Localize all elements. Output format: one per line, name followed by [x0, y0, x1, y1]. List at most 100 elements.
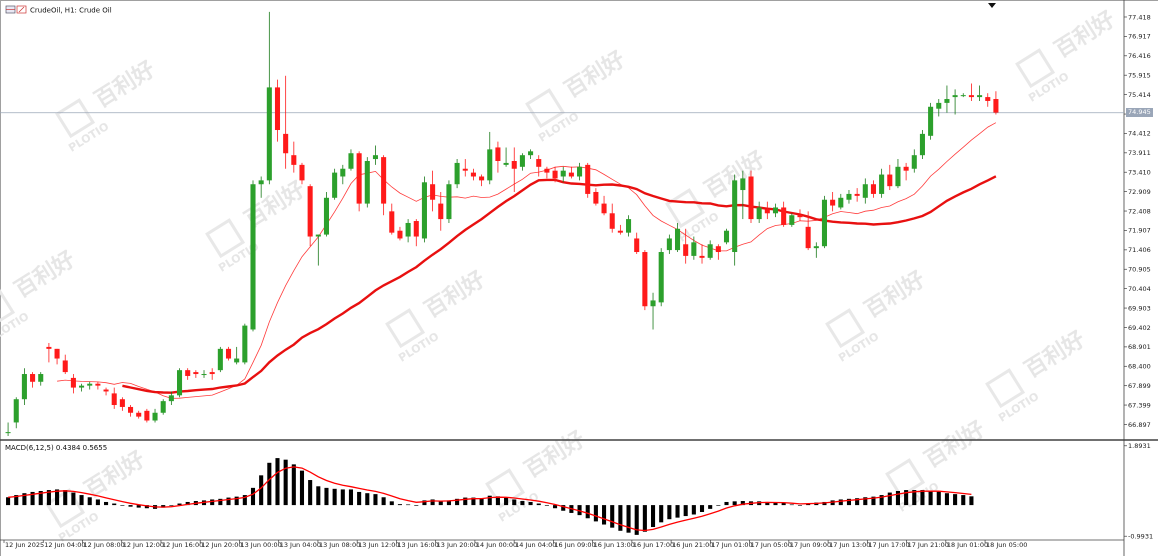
price-tick-label: 68.901 [1128, 343, 1151, 351]
candle-body [258, 180, 264, 185]
time-tick-label: 12 Jun 12:00 [123, 541, 164, 549]
candle [193, 370, 199, 378]
watermark-text: 百利好 [1050, 6, 1120, 63]
macd-bar [504, 497, 509, 506]
candle-body [650, 300, 656, 307]
macd-panel[interactable]: MACD(6,12,5) 0.4384 0.5655 1.8931 -0.9931 [5, 442, 1153, 540]
candle-body [340, 168, 346, 177]
macd-bar [708, 505, 713, 509]
candle-body [79, 385, 85, 388]
candle-body [764, 209, 770, 214]
candle-body [201, 374, 207, 376]
candle [577, 162, 583, 181]
macd-bar [365, 493, 370, 506]
candle [650, 292, 656, 330]
candle-body [944, 99, 950, 103]
candle [699, 244, 705, 264]
macd-bar [161, 505, 166, 508]
macd-bar [397, 504, 402, 506]
candle [389, 203, 395, 235]
candle-body [250, 184, 256, 330]
macd-bar [373, 494, 378, 506]
macd-bar [536, 503, 541, 506]
macd-bar [830, 500, 835, 506]
candle [242, 323, 248, 365]
candle [250, 180, 256, 332]
candle-body [462, 168, 468, 171]
macd-bar [920, 490, 925, 506]
macd-bar [308, 480, 313, 506]
candle-body [617, 230, 623, 233]
macd-bar [55, 489, 60, 506]
candle-body [511, 160, 517, 169]
candle-body [740, 178, 746, 191]
candle-body [470, 172, 476, 177]
fast-moving-average-line [57, 122, 997, 399]
candle [38, 372, 44, 386]
candle-body [446, 184, 452, 220]
price-tick-label: 67.899 [1128, 382, 1151, 390]
macd-bar [969, 496, 974, 506]
macd-bar [79, 495, 84, 506]
macd-bar [887, 492, 892, 506]
macd-bar [95, 499, 100, 506]
candle [601, 195, 607, 216]
candle-body [552, 170, 558, 179]
candle-body [903, 166, 909, 171]
candle-body [813, 246, 819, 249]
candle [413, 219, 419, 247]
candle [79, 383, 85, 392]
time-tick-label: 12 Jun 20:00 [201, 541, 242, 549]
candle [495, 141, 501, 173]
watermark-text: 百利好 [1020, 326, 1090, 383]
candle [968, 83, 974, 101]
current-price-label: 74.945 [1126, 108, 1153, 118]
candle [642, 250, 648, 311]
candle-body [862, 184, 868, 198]
macd-bar [242, 495, 247, 506]
macd-bar [71, 492, 76, 506]
candle [903, 162, 909, 181]
candle-body [315, 234, 321, 237]
chart-header: CrudeOil, H1: Crude Oil [5, 5, 112, 15]
macd-axis: 1.8931 -0.9931 [1124, 442, 1153, 541]
macd-signal-line [8, 466, 972, 532]
candle-body [732, 180, 738, 253]
macd-bar [928, 490, 933, 506]
candle-body [691, 242, 697, 256]
macd-bar [455, 498, 460, 506]
candle-body [13, 399, 19, 423]
macd-bar [699, 505, 705, 512]
candle-body [299, 164, 305, 181]
watermark-text: 百利好 [920, 416, 990, 473]
candle-body [95, 383, 101, 386]
macd-bar [259, 475, 264, 506]
candle-body [503, 162, 509, 165]
macd-bar [446, 500, 451, 506]
candle-body [266, 87, 272, 181]
candle [176, 368, 183, 398]
price-tick-label: 76.917 [1128, 33, 1151, 41]
macd-bar [846, 498, 852, 506]
candle [217, 346, 223, 373]
macd-tick-label: 1.8931 [1128, 442, 1151, 450]
candle-body [242, 325, 248, 363]
macd-bar [234, 496, 239, 506]
macd-bar [218, 498, 223, 506]
price-tick-label: 77.418 [1128, 13, 1151, 21]
macd-bar [553, 505, 558, 509]
macd-bar [675, 505, 680, 518]
price-tick-label: 73.911 [1128, 149, 1151, 157]
macd-bar [87, 497, 92, 506]
candle-body [119, 399, 125, 407]
candle [70, 374, 76, 394]
macd-title: MACD(6,12,5) 0.4384 0.5655 [5, 444, 107, 452]
macd-bar [6, 497, 11, 506]
price-tick-label: 68.400 [1128, 363, 1151, 371]
price-tick-label: 66.897 [1128, 421, 1151, 429]
candle [299, 162, 305, 185]
candle [487, 131, 493, 185]
